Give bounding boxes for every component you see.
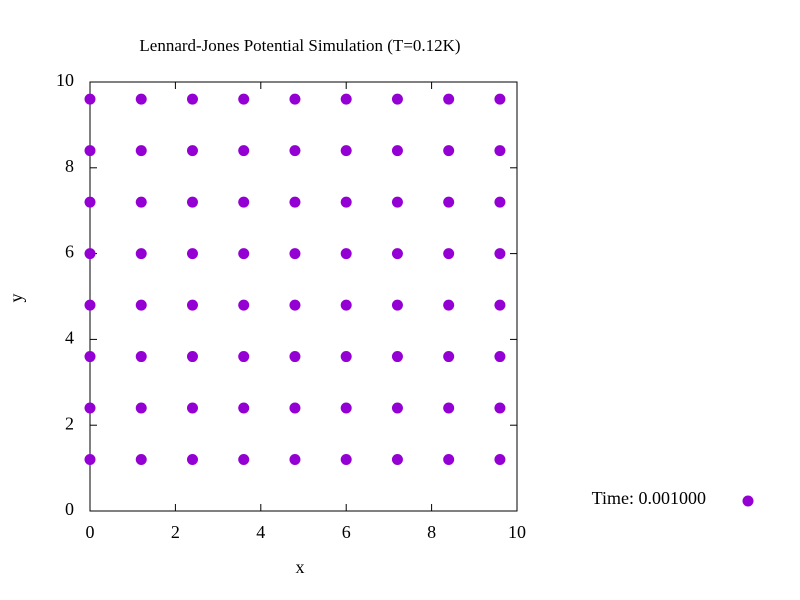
legend-marker — [742, 495, 754, 507]
point — [443, 248, 455, 260]
point — [84, 454, 96, 466]
point — [494, 248, 506, 260]
point — [494, 402, 506, 414]
point — [135, 93, 147, 105]
point — [186, 351, 198, 363]
point — [494, 196, 506, 208]
point — [443, 402, 455, 414]
point — [391, 351, 403, 363]
point — [84, 93, 96, 105]
point — [135, 351, 147, 363]
point — [238, 196, 250, 208]
point — [340, 351, 352, 363]
point — [84, 248, 96, 260]
point — [494, 299, 506, 311]
x-tick-label: 0 — [86, 522, 95, 542]
x-tick-label: 4 — [256, 522, 265, 542]
point — [135, 454, 147, 466]
point — [84, 145, 96, 157]
point — [443, 145, 455, 157]
point — [494, 93, 506, 105]
point — [135, 196, 147, 208]
point — [340, 196, 352, 208]
point — [186, 145, 198, 157]
y-axis-label: y — [6, 294, 26, 303]
point — [135, 299, 147, 311]
point — [238, 351, 250, 363]
point — [391, 454, 403, 466]
point — [289, 196, 301, 208]
y-tick-label: 8 — [65, 156, 74, 176]
plot-frame — [89, 81, 518, 512]
point — [186, 299, 198, 311]
point — [186, 248, 198, 260]
point — [340, 454, 352, 466]
point — [289, 93, 301, 105]
point — [443, 454, 455, 466]
point — [186, 402, 198, 414]
point — [135, 248, 147, 260]
x-tick-label: 10 — [508, 522, 526, 542]
point — [84, 351, 96, 363]
point — [443, 351, 455, 363]
point — [340, 145, 352, 157]
point — [238, 248, 250, 260]
point — [186, 454, 198, 466]
point — [340, 402, 352, 414]
x-tick-label: 8 — [427, 522, 436, 542]
point — [494, 454, 506, 466]
point — [494, 351, 506, 363]
y-tick-label: 10 — [56, 70, 74, 90]
y-tick-label: 0 — [65, 499, 74, 519]
point — [391, 402, 403, 414]
legend-label: Time: 0.001000 — [592, 488, 706, 508]
point — [135, 402, 147, 414]
point — [443, 299, 455, 311]
point — [340, 299, 352, 311]
point — [238, 454, 250, 466]
point — [494, 145, 506, 157]
point — [135, 145, 147, 157]
point — [391, 196, 403, 208]
point — [443, 93, 455, 105]
point — [391, 299, 403, 311]
point — [84, 402, 96, 414]
point — [289, 402, 301, 414]
x-tick-label: 2 — [171, 522, 180, 542]
point — [289, 351, 301, 363]
y-tick-label: 6 — [65, 242, 74, 262]
point — [238, 93, 250, 105]
point — [186, 93, 198, 105]
point — [289, 145, 301, 157]
point — [238, 402, 250, 414]
point — [443, 196, 455, 208]
y-tick-label: 2 — [65, 413, 74, 433]
point — [238, 145, 250, 157]
point — [289, 299, 301, 311]
point — [391, 145, 403, 157]
point — [186, 196, 198, 208]
x-tick-label: 6 — [342, 522, 351, 542]
point — [340, 248, 352, 260]
point — [391, 248, 403, 260]
x-axis-label: x — [296, 557, 305, 577]
point — [340, 93, 352, 105]
y-tick-label: 4 — [65, 328, 74, 348]
point — [289, 248, 301, 260]
point — [84, 196, 96, 208]
point — [391, 93, 403, 105]
point — [289, 454, 301, 466]
point — [84, 299, 96, 311]
point — [238, 299, 250, 311]
chart-title: Lennard-Jones Potential Simulation (T=0.… — [139, 36, 460, 55]
